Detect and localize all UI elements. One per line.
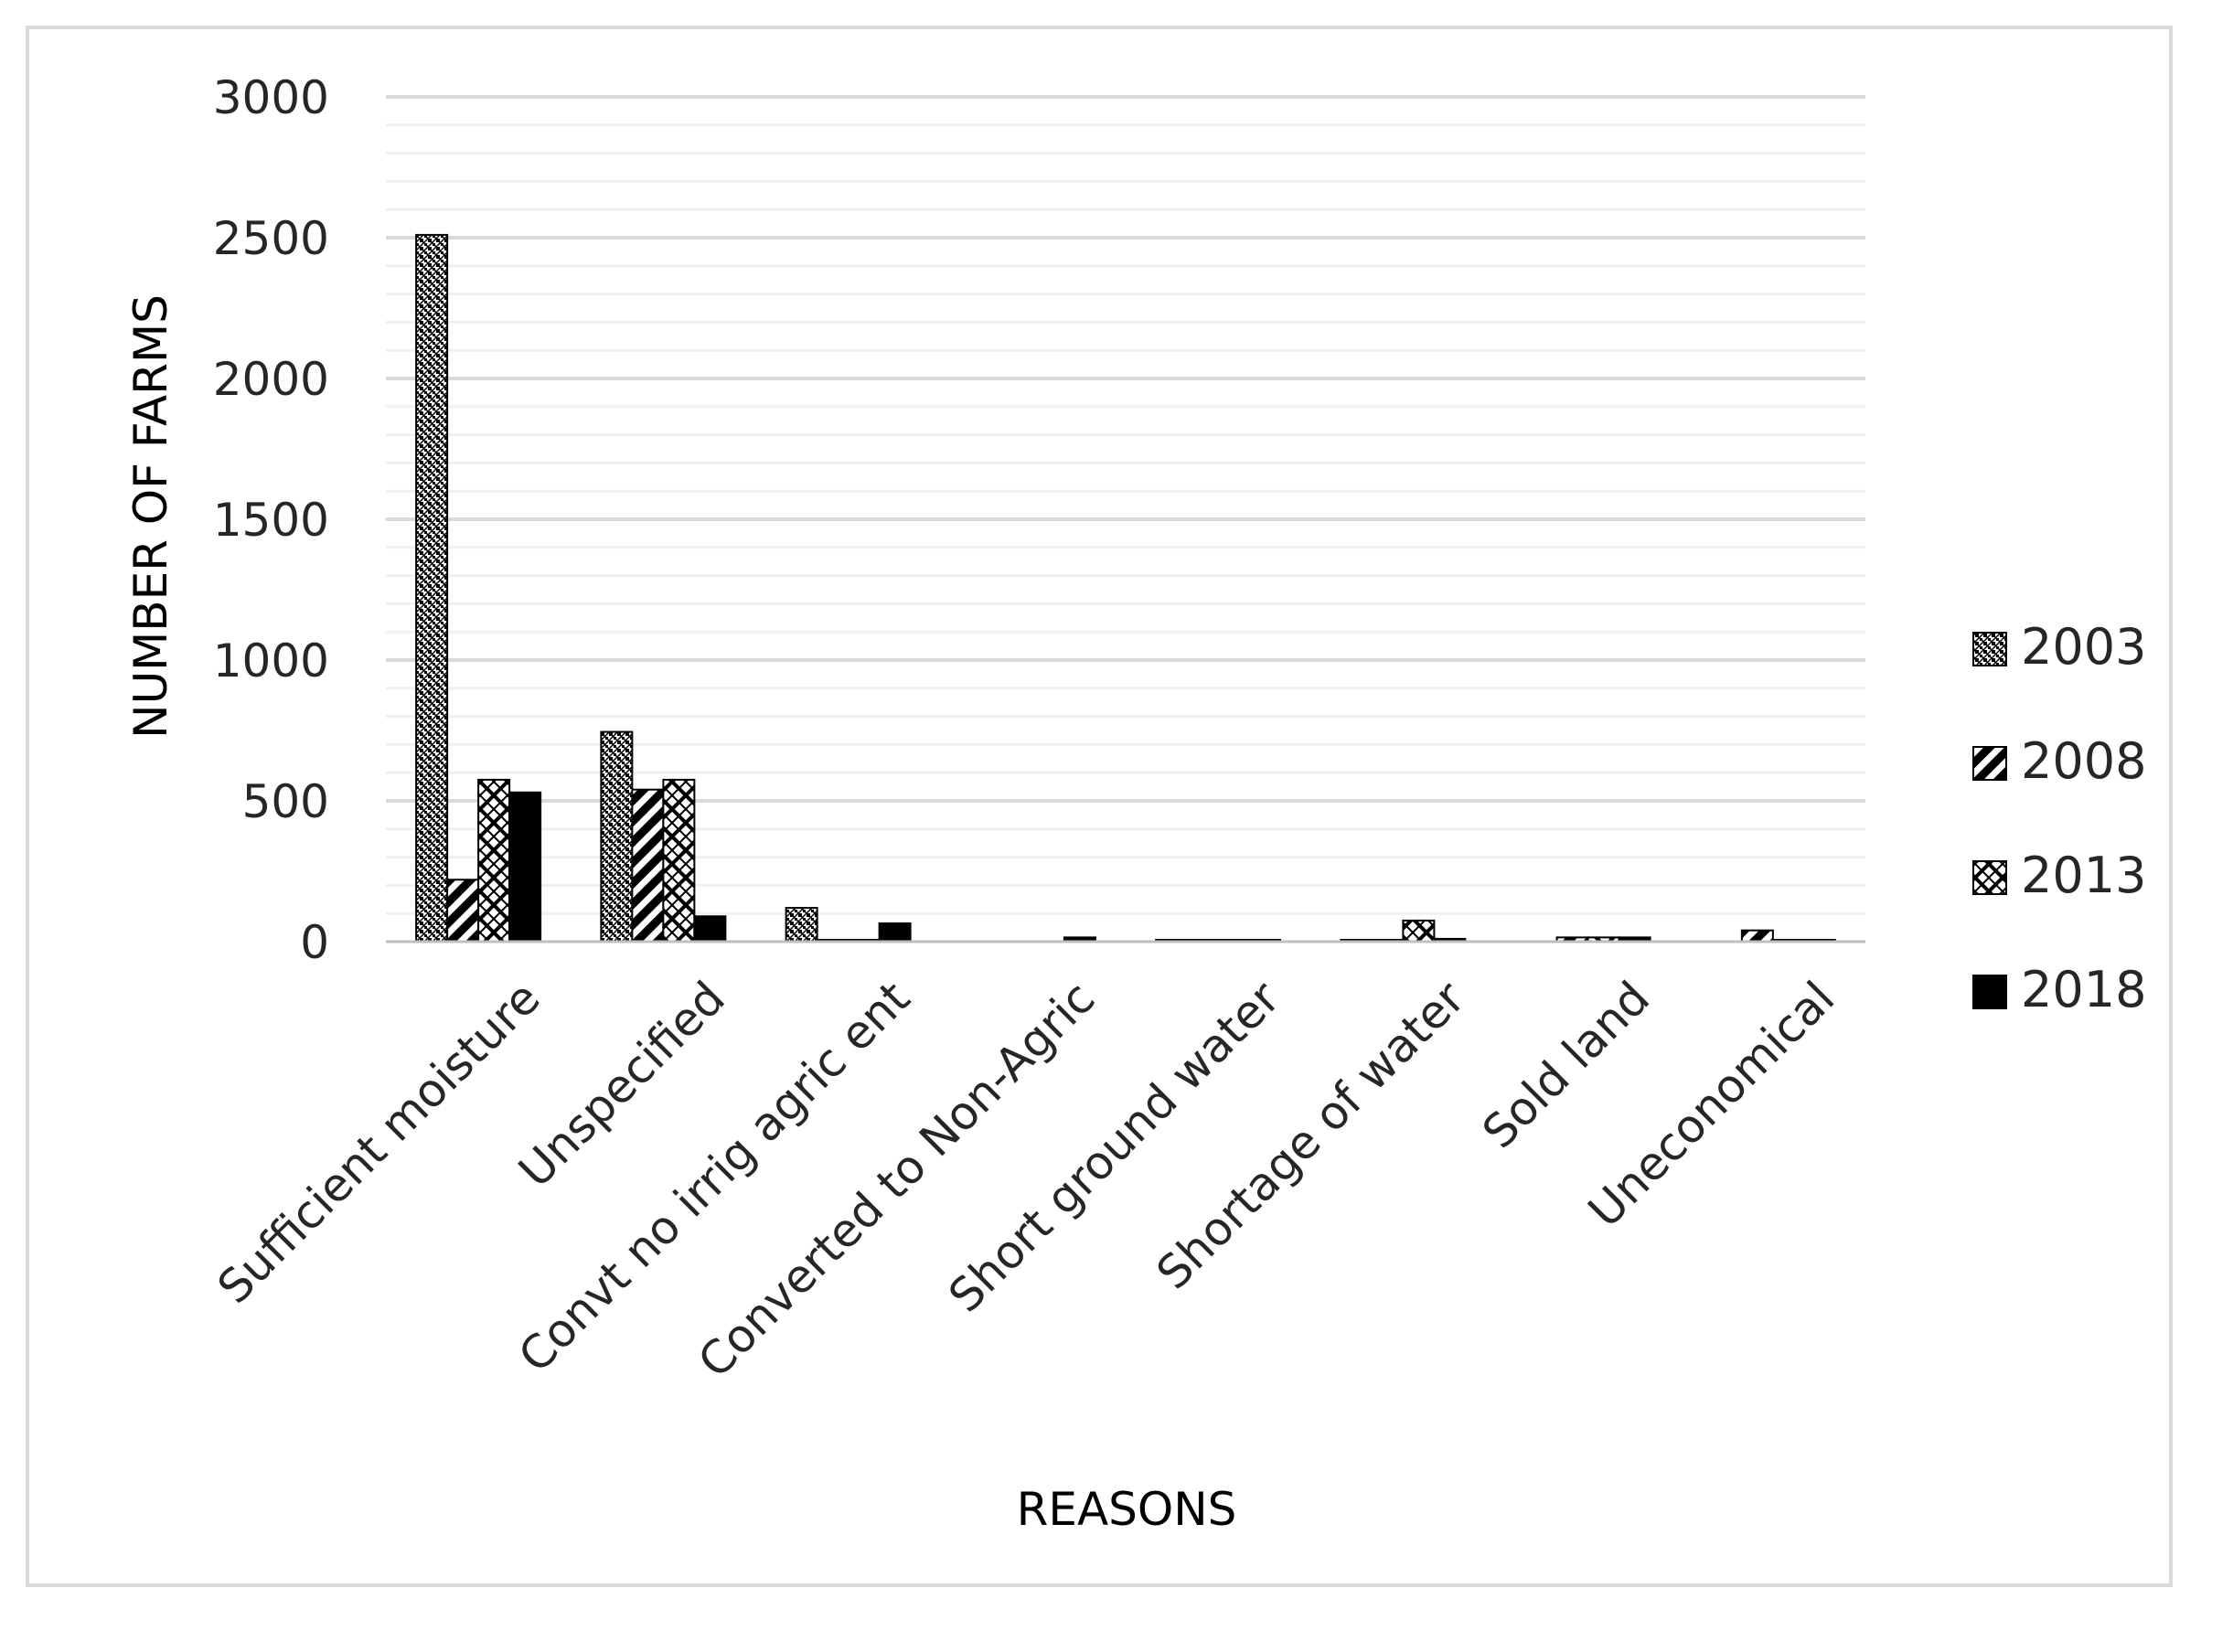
- x-category-label: Shortage of water: [1147, 971, 1475, 1299]
- bar-2018: [878, 922, 912, 943]
- y-tick-label: 2000: [213, 353, 329, 406]
- legend-label: 2013: [2021, 847, 2146, 904]
- y-tick-label: 1000: [213, 634, 329, 687]
- y-tick-label: 0: [300, 916, 329, 969]
- bar-2013: [1402, 919, 1436, 943]
- x-category-label: Sold land: [1472, 971, 1660, 1158]
- y-tick-label: 1500: [213, 494, 329, 547]
- bar-2008: [1740, 929, 1774, 943]
- x-category-label: Converted to Non-Agric: [688, 971, 1105, 1388]
- legend-swatch-2003: [1972, 632, 2007, 666]
- bar-2013: [477, 778, 511, 943]
- legend-swatch-2013: [1972, 860, 2007, 895]
- y-axis-ticks: 0 500 1000 1500 2000 2500 3000: [213, 71, 329, 969]
- bar-2003: [600, 730, 634, 943]
- x-category-label: Convt no irrig agric ent: [508, 971, 920, 1382]
- bar-2018: [693, 915, 727, 943]
- y-tick-label: 3000: [213, 71, 329, 124]
- legend-label: 2018: [2021, 961, 2146, 1018]
- y-axis-title: NUMBER OF FARMS: [124, 294, 177, 739]
- y-tick-label: 500: [242, 775, 329, 828]
- legend-label: 2003: [2021, 618, 2146, 676]
- x-category-label: Sufficient moisture: [208, 971, 550, 1314]
- gridlines: [386, 95, 1865, 915]
- x-category-label: Short ground water: [938, 971, 1290, 1323]
- legend-swatch-2008: [1972, 746, 2007, 781]
- bar-2003: [785, 907, 818, 943]
- legend-swatch-2018: [1972, 975, 2007, 1009]
- y-tick-label: 2500: [213, 212, 329, 265]
- chart-frame: [26, 26, 2173, 1587]
- bars: [415, 233, 1836, 943]
- bar-2008: [631, 788, 665, 943]
- bar-2013: [662, 778, 696, 943]
- x-axis-title: REASONS: [1017, 1483, 1237, 1536]
- bar-2003: [415, 233, 449, 943]
- bar-2018: [508, 791, 542, 943]
- bar-2008: [446, 879, 480, 943]
- legend: 2003 2008 2013 2018: [1972, 618, 2146, 1018]
- legend-label: 2008: [2021, 732, 2146, 790]
